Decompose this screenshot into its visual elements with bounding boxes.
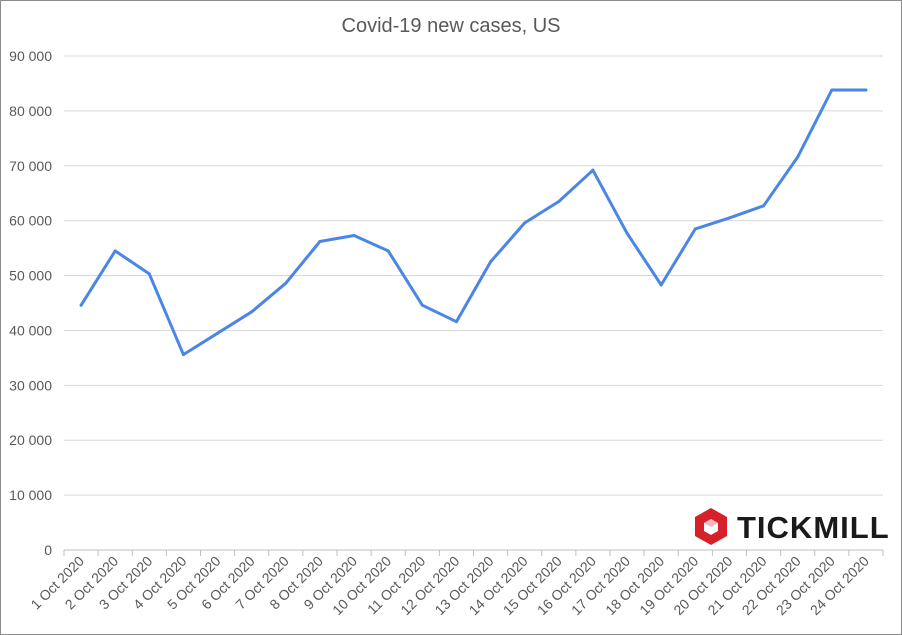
data-point bbox=[284, 281, 288, 285]
data-point bbox=[523, 221, 527, 225]
gridlines bbox=[64, 55, 883, 551]
data-point bbox=[420, 303, 424, 307]
data-point bbox=[591, 168, 595, 172]
y-tick-label: 20 000 bbox=[9, 432, 52, 448]
data-point bbox=[181, 353, 185, 357]
data-point bbox=[557, 199, 561, 203]
data-point bbox=[727, 216, 731, 220]
chart-title: Covid-19 new cases, US bbox=[342, 15, 561, 37]
y-tick-label: 90 000 bbox=[9, 48, 52, 64]
data-point bbox=[762, 204, 766, 208]
y-tick-label: 70 000 bbox=[9, 158, 52, 174]
data-point bbox=[250, 310, 254, 314]
data-point bbox=[830, 88, 834, 92]
data-point bbox=[659, 283, 663, 287]
data-point bbox=[79, 303, 83, 307]
y-tick-label: 50 000 bbox=[9, 268, 52, 284]
series-line bbox=[79, 88, 868, 357]
tickmill-hexagon-logo-icon bbox=[695, 508, 727, 545]
data-point bbox=[864, 88, 868, 92]
brand-name: TICKMILL bbox=[737, 510, 890, 545]
y-tick-label: 80 000 bbox=[9, 103, 52, 119]
y-tick-label: 30 000 bbox=[9, 377, 52, 393]
data-point bbox=[454, 320, 458, 324]
data-point bbox=[386, 249, 390, 253]
data-point bbox=[489, 260, 493, 264]
y-tick-label: 0 bbox=[44, 542, 52, 558]
y-tick-label: 10 000 bbox=[9, 487, 52, 503]
data-point bbox=[318, 240, 322, 244]
data-point bbox=[216, 331, 220, 335]
series-layer bbox=[79, 88, 868, 357]
brand-logo: TICKMILL bbox=[695, 508, 890, 545]
y-tick-label: 40 000 bbox=[9, 322, 52, 338]
data-point bbox=[147, 272, 151, 276]
data-point bbox=[796, 155, 800, 159]
data-point bbox=[693, 227, 697, 231]
data-point bbox=[352, 233, 356, 237]
data-point bbox=[625, 231, 629, 235]
y-tick-label: 60 000 bbox=[9, 213, 52, 229]
data-point bbox=[113, 249, 117, 253]
y-axis-ticks: 0 10 000 20 000 30 000 40 000 50 000 60 000 70 … bbox=[9, 48, 52, 558]
